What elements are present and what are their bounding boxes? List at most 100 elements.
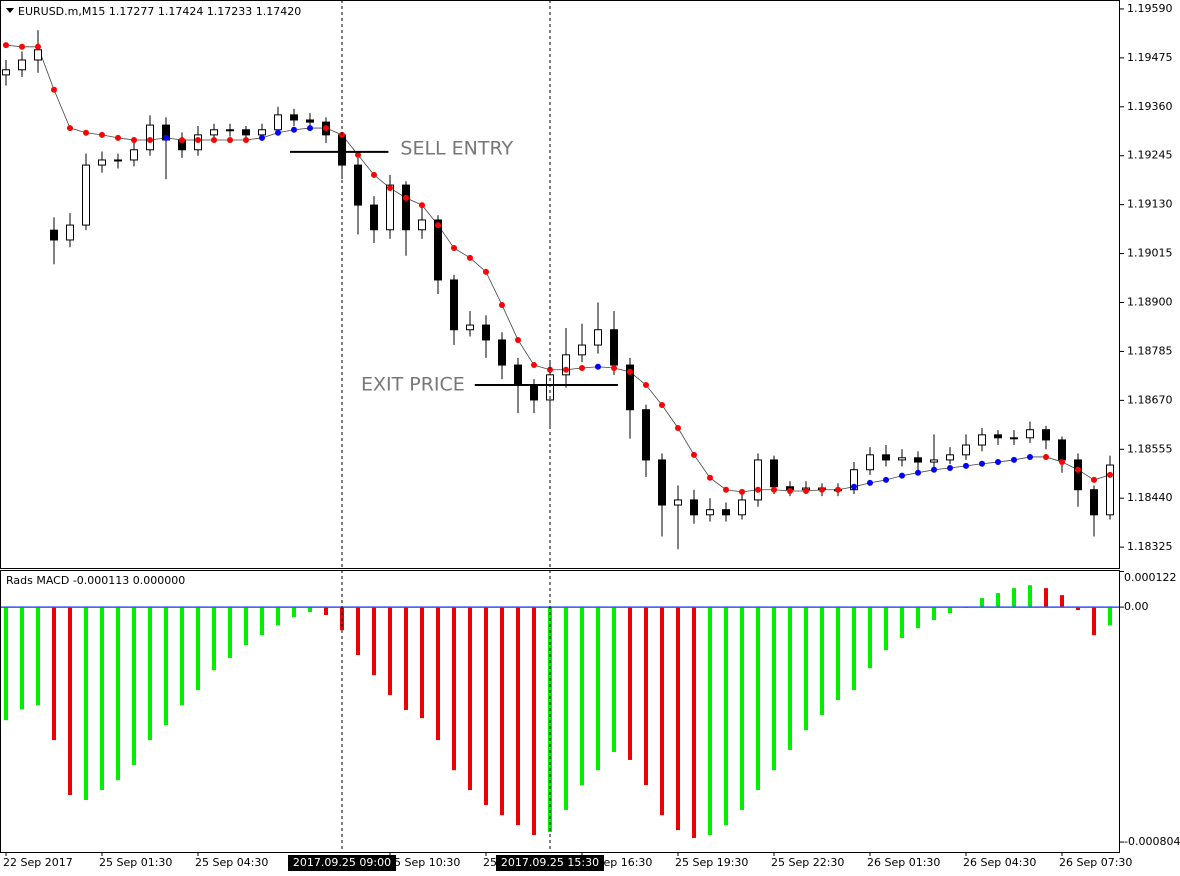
x-tick-label: 22 Sep 2017 (3, 856, 73, 869)
candle-body (450, 279, 458, 331)
candle-body (706, 509, 714, 516)
indicator-dot (563, 366, 569, 373)
indicator-dot (723, 486, 729, 493)
indicator-dot (179, 136, 185, 143)
histogram-bar (644, 607, 648, 786)
indicator-dot (1027, 453, 1033, 460)
candle-body (722, 509, 730, 516)
histogram-bar (180, 607, 184, 706)
indicator-dot (883, 476, 889, 483)
indicator-dot (323, 125, 329, 132)
histogram-bar (1044, 588, 1048, 608)
candle-body (738, 499, 746, 516)
y-tick-label: 1.19590 (1127, 2, 1173, 15)
y-tick-label: 1.18670 (1127, 393, 1173, 406)
indicator-dot (227, 136, 233, 143)
x-tick-label: 25 Sep 19:30 (675, 856, 748, 869)
histogram-bar (36, 607, 40, 706)
y-tick-label: 0.00 (1124, 600, 1149, 613)
y-tick-label: 1.18900 (1127, 296, 1173, 309)
indicator-dot (451, 245, 457, 252)
histogram-bar (852, 607, 856, 691)
histogram-bar (740, 607, 744, 810)
indicator-dot (803, 487, 809, 494)
indicator-dot (915, 469, 921, 476)
x-tick-label: 26 Sep 01:30 (867, 856, 940, 869)
indicator-dot (867, 479, 873, 486)
indicator-dot (835, 486, 841, 493)
indicator-dot (51, 86, 57, 93)
histogram-bar (308, 607, 312, 613)
indicator-dot (115, 134, 121, 141)
indicator-dot (3, 42, 9, 49)
histogram-bar (484, 607, 488, 805)
chart-title: EURUSD.m,M15 1.17277 1.17424 1.17233 1.1… (18, 5, 301, 18)
y-tick-label: 1.19015 (1127, 247, 1173, 260)
histogram-bar (100, 607, 104, 791)
candle-body (674, 499, 682, 506)
candle-body (626, 364, 634, 411)
histogram-bar (708, 607, 712, 836)
candle-body (930, 459, 938, 463)
indicator-dot (35, 43, 41, 50)
candle-body (386, 184, 394, 231)
candle-body (690, 499, 698, 516)
histogram-bar (4, 607, 8, 721)
candle-body (258, 129, 266, 136)
histogram-bar (804, 607, 808, 731)
indicator-dot (611, 365, 617, 372)
histogram-bar (980, 598, 984, 608)
crosshair-label: 2017.09.25 09:00 (293, 856, 391, 869)
histogram-bar (420, 607, 424, 719)
histogram-bar (868, 607, 872, 669)
histogram-bar (532, 607, 536, 836)
indicator-dot (899, 472, 905, 479)
y-tick-label: 1.19475 (1127, 51, 1173, 64)
indicator-dot (19, 43, 25, 50)
indicator-dot (595, 363, 601, 370)
candle-body (466, 324, 474, 331)
candle-body (882, 454, 890, 461)
candle-body (610, 329, 618, 366)
candle-body (658, 459, 666, 506)
indicator-dot (275, 129, 281, 136)
indicator-dot (1091, 476, 1097, 483)
histogram-bar (212, 607, 216, 671)
candle-body (130, 149, 138, 161)
indicator-dot (547, 366, 553, 373)
candle-body (514, 364, 522, 386)
candle-body (226, 129, 234, 132)
indicator-dot (403, 194, 409, 201)
histogram-bar (84, 607, 88, 800)
histogram-bar (20, 607, 24, 710)
indicator-dot (259, 134, 265, 141)
histogram-bar (548, 607, 552, 833)
candle-body (34, 49, 42, 61)
histogram-bar (276, 607, 280, 626)
histogram-bar (196, 607, 200, 691)
indicator-dot (947, 465, 953, 472)
y-tick-label: -0.000804 (1124, 835, 1180, 848)
candle-body (306, 119, 314, 123)
histogram-bar (292, 607, 296, 618)
histogram-bar (580, 607, 584, 786)
candle-body (482, 324, 490, 341)
indicator-dot (659, 402, 665, 409)
indicator-dot (99, 131, 105, 138)
histogram-bar (660, 607, 664, 816)
candle-body (290, 114, 298, 121)
histogram-bar (1076, 607, 1080, 611)
candle-body (18, 59, 26, 71)
candle-body (66, 224, 74, 241)
candle-body (562, 354, 570, 376)
indicator-dot (963, 462, 969, 469)
histogram-bar (132, 607, 136, 765)
histogram-bar (356, 607, 360, 656)
histogram-bar (996, 593, 1000, 608)
x-tick-label: 25 Sep 04:30 (195, 856, 268, 869)
indicator-dot (387, 185, 393, 192)
indicator-dot (931, 466, 937, 473)
histogram-bar (1108, 607, 1112, 626)
indicator-dot (755, 486, 761, 493)
candle-body (498, 339, 506, 366)
